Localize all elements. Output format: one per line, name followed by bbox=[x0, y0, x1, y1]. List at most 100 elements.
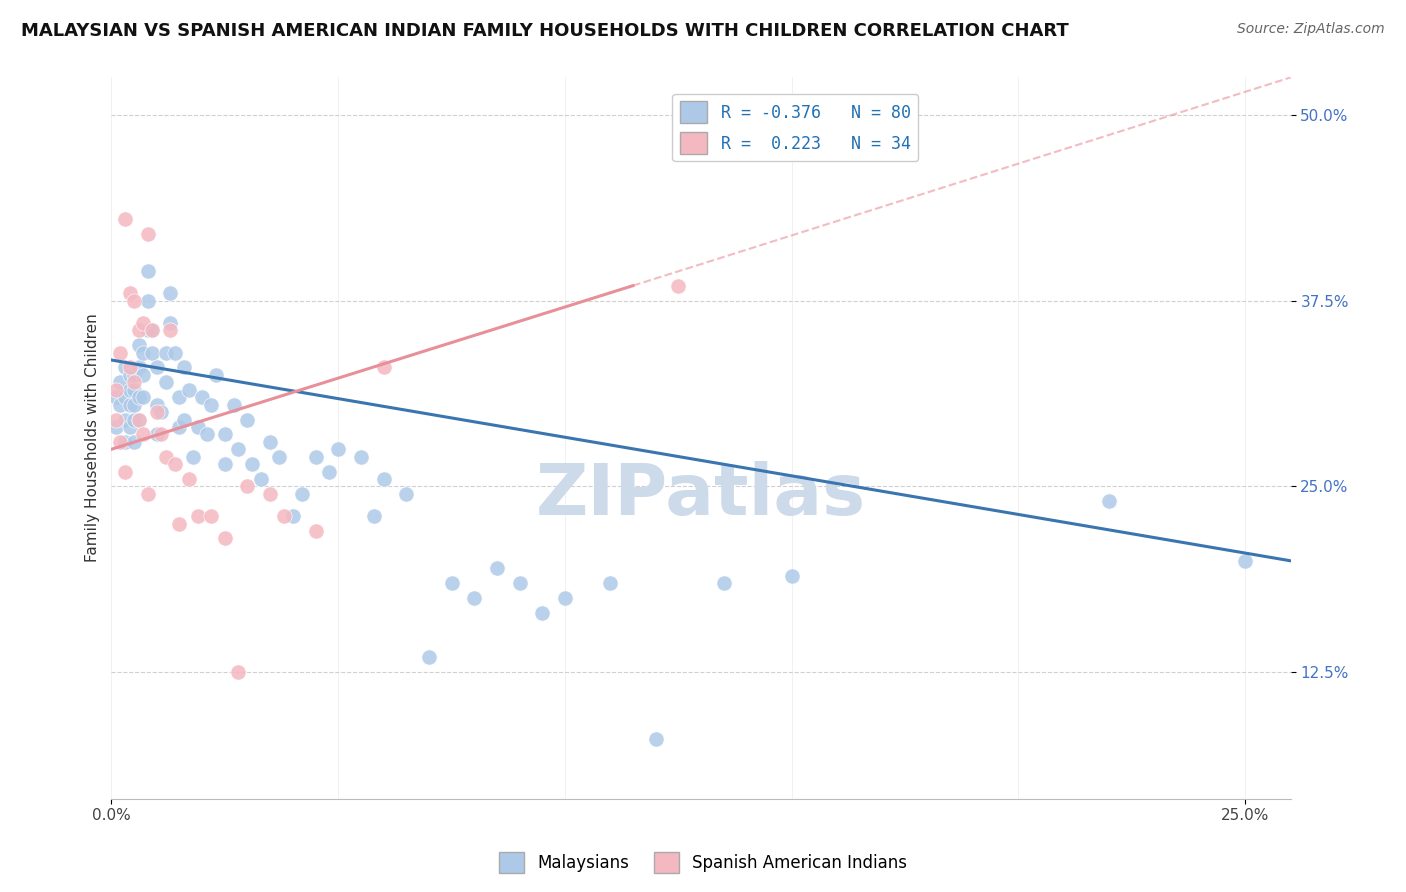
Point bbox=[200, 509, 222, 524]
Point bbox=[150, 427, 173, 442]
Point bbox=[291, 487, 314, 501]
Point bbox=[1234, 554, 1257, 568]
Point bbox=[118, 420, 141, 434]
Point bbox=[150, 405, 173, 419]
Point bbox=[177, 383, 200, 397]
Point bbox=[554, 591, 576, 605]
Point bbox=[304, 524, 326, 538]
Point bbox=[159, 286, 181, 301]
Point bbox=[118, 383, 141, 397]
Point bbox=[128, 412, 150, 426]
Point bbox=[163, 457, 186, 471]
Point bbox=[418, 650, 440, 665]
Point bbox=[136, 323, 159, 337]
Point bbox=[114, 211, 136, 226]
Point bbox=[104, 390, 127, 404]
Point bbox=[1098, 494, 1121, 508]
Point bbox=[155, 376, 177, 390]
Point bbox=[141, 323, 163, 337]
Point bbox=[236, 479, 259, 493]
Point bbox=[141, 323, 163, 337]
Point bbox=[110, 345, 132, 359]
Point bbox=[666, 278, 689, 293]
Point bbox=[780, 568, 803, 582]
Point bbox=[122, 293, 145, 308]
Point bbox=[200, 398, 222, 412]
Point bbox=[214, 457, 236, 471]
Legend: R = -0.376   N = 80, R =  0.223   N = 34: R = -0.376 N = 80, R = 0.223 N = 34 bbox=[672, 94, 918, 161]
Point bbox=[128, 360, 150, 375]
Point bbox=[281, 509, 304, 524]
Point bbox=[713, 576, 735, 591]
Point bbox=[173, 360, 195, 375]
Point bbox=[128, 412, 150, 426]
Point bbox=[132, 345, 155, 359]
Point bbox=[644, 732, 666, 747]
Point bbox=[169, 420, 191, 434]
Point bbox=[228, 442, 250, 457]
Point bbox=[132, 316, 155, 330]
Point bbox=[136, 227, 159, 241]
Point bbox=[136, 264, 159, 278]
Point bbox=[463, 591, 485, 605]
Point bbox=[118, 398, 141, 412]
Point bbox=[118, 360, 141, 375]
Point bbox=[132, 427, 155, 442]
Point bbox=[240, 457, 263, 471]
Point bbox=[509, 576, 531, 591]
Point bbox=[169, 516, 191, 531]
Point bbox=[195, 427, 218, 442]
Point bbox=[236, 412, 259, 426]
Point bbox=[128, 338, 150, 352]
Text: ZIPatlas: ZIPatlas bbox=[536, 461, 866, 531]
Point bbox=[373, 360, 395, 375]
Point bbox=[440, 576, 463, 591]
Point bbox=[104, 420, 127, 434]
Point bbox=[163, 345, 186, 359]
Point bbox=[531, 606, 554, 620]
Point bbox=[118, 368, 141, 382]
Point bbox=[114, 434, 136, 449]
Point bbox=[250, 472, 273, 486]
Point bbox=[145, 360, 167, 375]
Point bbox=[145, 427, 167, 442]
Point bbox=[228, 665, 250, 680]
Point bbox=[155, 450, 177, 464]
Point bbox=[304, 450, 326, 464]
Point bbox=[122, 376, 145, 390]
Point bbox=[145, 405, 167, 419]
Point bbox=[114, 465, 136, 479]
Point bbox=[395, 487, 418, 501]
Text: MALAYSIAN VS SPANISH AMERICAN INDIAN FAMILY HOUSEHOLDS WITH CHILDREN CORRELATION: MALAYSIAN VS SPANISH AMERICAN INDIAN FAM… bbox=[21, 22, 1069, 40]
Point bbox=[181, 450, 204, 464]
Point bbox=[136, 487, 159, 501]
Point bbox=[259, 487, 281, 501]
Point bbox=[104, 412, 127, 426]
Point bbox=[132, 368, 155, 382]
Point bbox=[122, 398, 145, 412]
Point bbox=[187, 509, 209, 524]
Point bbox=[173, 412, 195, 426]
Point bbox=[110, 376, 132, 390]
Point bbox=[114, 412, 136, 426]
Point bbox=[485, 561, 508, 575]
Point bbox=[136, 293, 159, 308]
Point bbox=[159, 316, 181, 330]
Point bbox=[599, 576, 621, 591]
Point bbox=[141, 345, 163, 359]
Point bbox=[204, 368, 226, 382]
Point bbox=[269, 450, 291, 464]
Point bbox=[214, 532, 236, 546]
Point bbox=[373, 472, 395, 486]
Y-axis label: Family Households with Children: Family Households with Children bbox=[86, 314, 100, 563]
Point bbox=[128, 390, 150, 404]
Point bbox=[363, 509, 385, 524]
Point bbox=[122, 434, 145, 449]
Legend: Malaysians, Spanish American Indians: Malaysians, Spanish American Indians bbox=[492, 846, 914, 880]
Point bbox=[114, 360, 136, 375]
Point bbox=[110, 434, 132, 449]
Point bbox=[104, 383, 127, 397]
Point bbox=[159, 323, 181, 337]
Point bbox=[350, 450, 373, 464]
Point bbox=[128, 323, 150, 337]
